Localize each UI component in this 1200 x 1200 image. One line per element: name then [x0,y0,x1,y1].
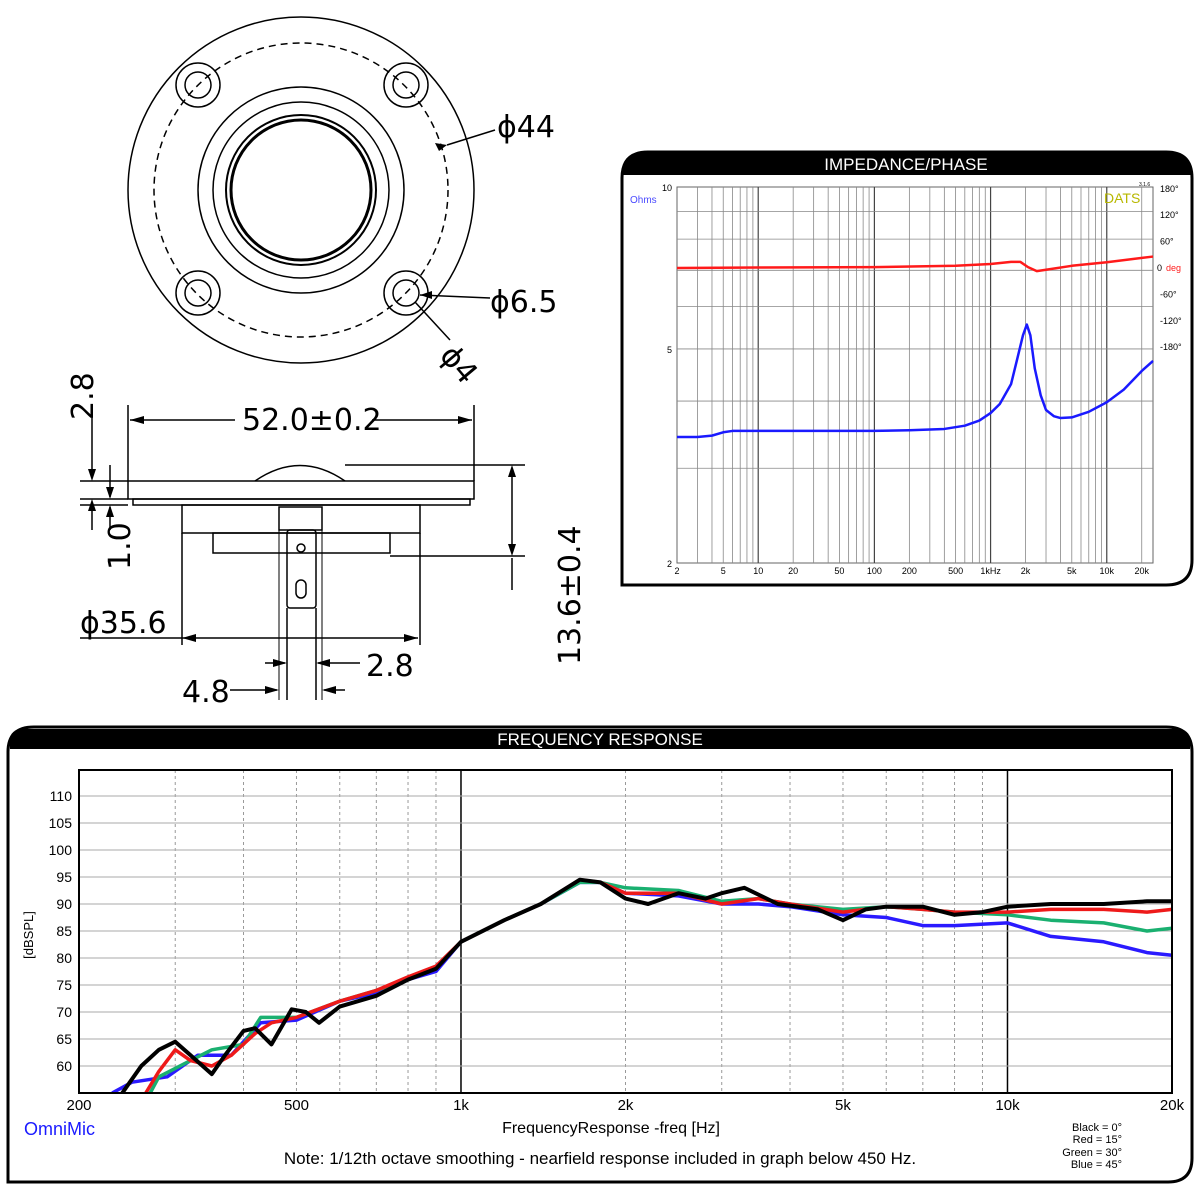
dats-logo: DATS [1104,190,1140,206]
flange-outline [127,16,475,364]
x-tick-label: 1k [453,1097,469,1114]
x-tick-label: 2k [618,1097,634,1114]
smoothing-note: Note: 1/12th octave smoothing - nearfiel… [284,1149,916,1168]
y-tick-label: 105 [49,815,73,831]
omnimic-logo: OmniMic [24,1119,95,1139]
plot-frame [78,769,1173,1094]
y-tick-label: 70 [56,1004,72,1020]
ohms-label: Ohms [630,195,657,206]
phase-tick-label: 180° [1160,184,1179,194]
phase-curve [676,255,1154,273]
x-tick-label: 200 [66,1097,91,1114]
mounting-holes [175,62,429,316]
x-tick-label: 2 [674,566,679,576]
y-tick-label: 65 [56,1031,72,1047]
y-tick-label: 5 [667,345,672,355]
dim-outer-diameter: ϕ44 [497,110,555,145]
bolt-circle [153,42,449,338]
x-tick-label: 2k [1021,566,1031,576]
x-tick-label: 500 [284,1097,309,1114]
x-tick-label: 5k [1067,566,1077,576]
phase-tick-label: -180° [1160,342,1182,352]
x-tick-label: 10k [1100,566,1115,576]
legend-item: Blue = 45° [1071,1159,1122,1171]
x-tick-label: 20k [1134,566,1149,576]
x-tick-label: 1kHz [980,566,1001,576]
phase-tick-label: 60° [1160,237,1174,247]
x-tick-label: 20 [788,566,798,576]
dim-terminal-width: 2.8 [366,649,414,684]
version-label: 3.1.6 [1139,182,1150,188]
legend-item: Green = 30° [1062,1147,1122,1159]
x-tick-label: 50 [834,566,844,576]
y-tick-label: 100 [49,842,73,858]
legend-item: Black = 0° [1072,1122,1122,1134]
legend: Black = 0° Red = 15° Green = 30° Blue = … [1062,1122,1122,1171]
y-tick-label: 80 [56,950,72,966]
legend-item: Red = 15° [1073,1134,1122,1146]
x-tick-label: 200 [902,566,917,576]
x-tick-label: 20k [1160,1097,1185,1114]
phase-tick-label: 0 [1157,263,1162,273]
impedance-curve [677,323,1154,439]
y-axis-label: [dBSPL] [21,911,36,959]
dim-dome-height: 2.8 [66,372,101,420]
dim-terminal-span: 4.8 [182,675,230,710]
dim-height: 13.6±0.4 [553,525,588,665]
x-tick-label: 10k [995,1097,1020,1114]
y-tick-label: 2 [667,559,672,569]
x-tick-label: 5 [721,566,726,576]
dim-hole-outer: ϕ6.5 [490,285,558,320]
x-tick-label: 500 [948,566,963,576]
phase-tick-label: 120° [1160,210,1179,220]
phase-tick-label: -120° [1160,316,1182,326]
impedance-plot-area [676,186,1154,564]
y-tick-label: 95 [56,869,72,885]
dim-body-diameter: ϕ35.6 [80,606,167,641]
y-tick-label: 85 [56,923,72,939]
dim-flange-thickness: 1.0 [103,522,138,570]
x-axis-label: FrequencyResponse -freq [Hz] [502,1120,720,1137]
x-tick-label: 100 [867,566,882,576]
x-tick-label: 10 [753,566,763,576]
y-tick-label: 75 [56,977,72,993]
y-tick-label: 90 [56,896,72,912]
dim-width: 52.0±0.2 [242,403,382,438]
deg-label: deg [1166,263,1181,273]
y-tick-label: 110 [50,788,73,804]
phase-tick-label: -60° [1160,289,1177,299]
impedance-title: IMPEDANCE/PHASE [824,155,987,174]
x-tick-label: 5k [835,1097,851,1114]
frequency-response-title: FREQUENCY RESPONSE [497,730,703,749]
response-curve [120,877,1172,1093]
y-tick-label: 60 [56,1058,72,1074]
y-tick-label: 10 [662,183,672,193]
